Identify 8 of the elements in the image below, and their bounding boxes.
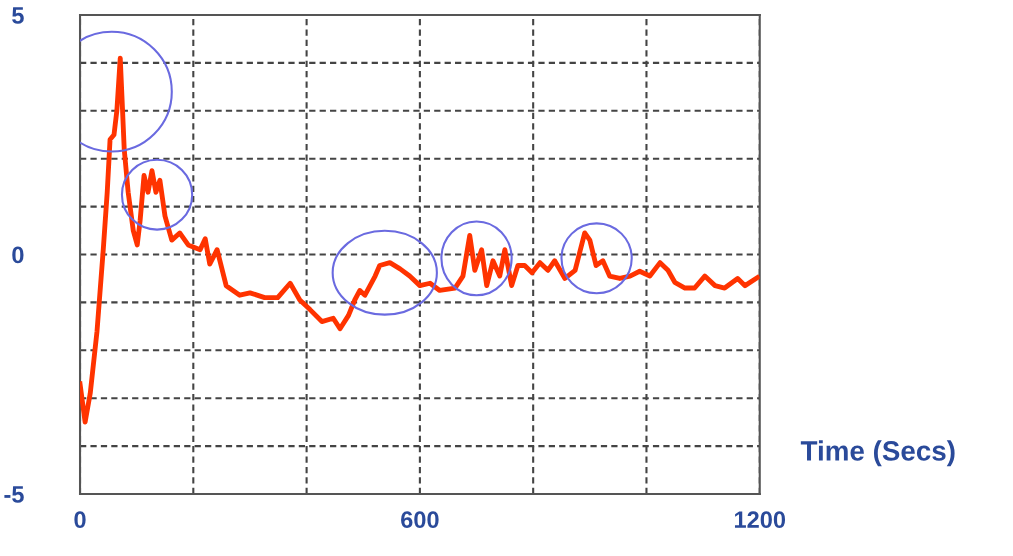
y-tick-label: 5 — [12, 7, 24, 24]
x-tick-label: 600 — [401, 511, 439, 529]
y-tick-label: -5 — [4, 486, 24, 503]
x-tick-label: 0 — [74, 511, 86, 529]
y-tick-label: 0 — [12, 246, 24, 264]
x-axis-title: Time (Secs) — [800, 440, 955, 467]
line-series — [80, 55, 760, 425]
x-tick-label: 1200 — [734, 511, 786, 529]
